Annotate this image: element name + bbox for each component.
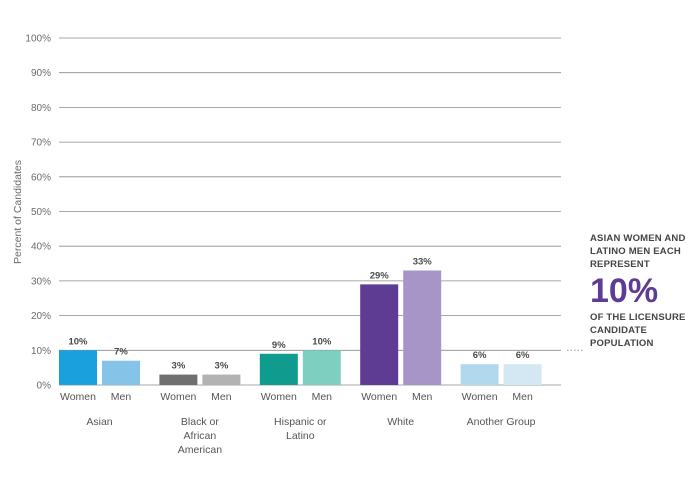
bar-category-label: Men [512,391,533,403]
group-label: White [387,416,414,428]
data-label: 10% [312,336,332,347]
group-label: Asian [86,416,112,428]
bar [302,350,341,385]
y-tick-label: 0% [37,381,52,392]
callout-bottom-text: OF THE LICENSURE CANDIDATE POPULATION [590,312,686,349]
callout: ASIAN WOMEN AND LATINO MEN EACH REPRESEN… [590,232,690,350]
data-label: 6% [516,350,530,361]
bar [102,360,140,385]
bar-category-label: Men [412,391,433,403]
y-tick-label: 70% [31,138,51,149]
bar-category-label: Men [211,391,232,403]
y-tick-label: 90% [31,68,51,79]
y-tick-label: 20% [31,311,51,322]
group-label: Another Group [467,416,536,428]
y-tick-label: 100% [25,34,51,45]
bar-category-label: Women [160,391,196,403]
gridlines [59,37,584,386]
group-label: Black or African American [178,416,223,456]
data-label: 7% [114,347,128,358]
callout-big-number: 10% [590,272,659,310]
y-tick-label: 80% [31,103,51,114]
data-label: 6% [473,350,487,361]
bar [259,353,298,385]
data-label: 3% [172,361,186,372]
bar-category-label: Women [60,391,96,403]
bar [59,350,97,385]
bar [360,284,399,385]
y-tick-label: 60% [31,172,51,183]
callout-top-text: ASIAN WOMEN AND LATINO MEN EACH REPRESEN… [590,233,686,270]
bar-category-label: Men [111,391,132,403]
data-label: 9% [272,340,286,351]
bar-category-label: Women [361,391,397,403]
y-tick-label: 30% [31,276,51,287]
bar-category-label: Women [462,391,498,403]
bar-category-label: Women [261,391,297,403]
y-axis-title: Percent of Candidates [12,160,24,264]
data-label: 29% [370,270,390,281]
bar [159,374,198,385]
bar [403,270,442,385]
bars [59,270,542,385]
y-tick-label: 10% [31,346,51,357]
group-label: Hispanic or Latino [274,416,327,442]
data-label: 3% [215,361,229,372]
y-tick-label: 40% [31,242,51,253]
labels: 0% 10% 20% 30% 40% 50% 60% 70% 80% 90% 100% 10% Wome… [25,34,535,457]
bar [460,364,499,385]
bar [503,364,542,385]
bar [202,374,241,385]
data-label: 10% [68,336,88,347]
data-label: 33% [413,256,433,267]
bar-category-label: Men [312,391,333,403]
y-tick-label: 50% [31,207,51,218]
